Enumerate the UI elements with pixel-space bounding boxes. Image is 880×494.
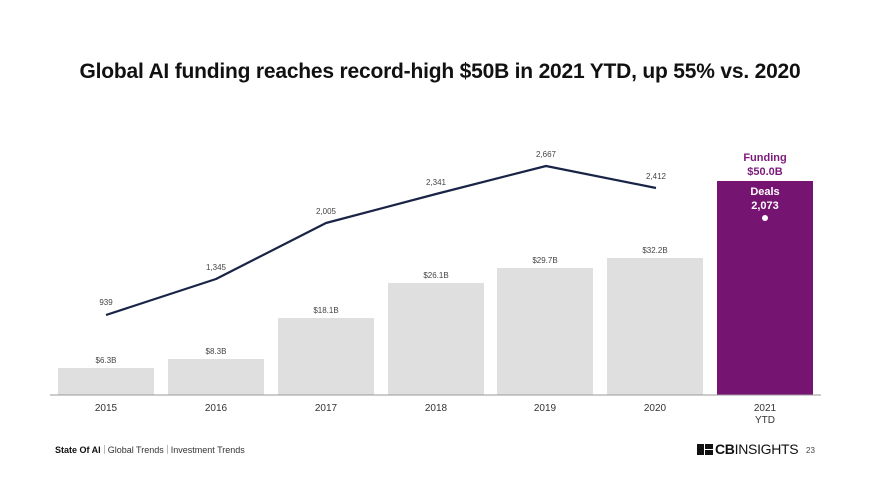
deal-count-label: 2,341 (426, 178, 447, 187)
bar-value-label: $29.7B (532, 256, 557, 265)
bar-value-label: $32.2B (642, 246, 667, 255)
bar-2017 (278, 318, 374, 395)
deals-highlight-value: 2,073 (751, 200, 779, 212)
footer-breadcrumb: State Of AI Global Trends Investment Trend… (55, 445, 245, 455)
funding-highlight-label: Funding (743, 152, 786, 164)
deal-count-label: 939 (99, 298, 113, 307)
bar-2020 (607, 258, 703, 395)
cb-insights-logo: CBINSIGHTS (697, 441, 799, 457)
bar-2018 (388, 283, 484, 395)
footer-section: State Of AI (55, 445, 101, 455)
bar-2016 (168, 359, 264, 395)
deal-count-label: 1,345 (206, 263, 227, 272)
footer-crumb: Investment Trends (170, 445, 245, 455)
x-tick-label: 2020 (644, 403, 667, 414)
deal-count-label: 2,412 (646, 172, 667, 181)
x-tick-label: YTD (755, 415, 775, 426)
bar-value-label: $18.1B (313, 306, 338, 315)
bar-2019 (497, 268, 593, 395)
divider (166, 445, 168, 454)
bar-value-label: $26.1B (423, 271, 448, 280)
x-tick-label: 2021 (754, 403, 777, 414)
deal-count-label: 2,667 (536, 150, 557, 159)
cb-logo-icon (697, 443, 713, 455)
x-tick-label: 2015 (95, 403, 118, 414)
divider (103, 445, 105, 454)
footer-crumb: Global Trends (107, 445, 164, 455)
funding-highlight-value: $50.0B (747, 166, 783, 178)
deals-highlight-label: Deals (750, 186, 779, 198)
bar-2021-ytd (717, 181, 813, 395)
x-tick-label: 2019 (534, 403, 557, 414)
logo-text: INSIGHTS (734, 441, 799, 457)
bar-value-label: $6.3B (96, 356, 117, 365)
bar-value-label: $8.3B (206, 347, 227, 356)
logo-text-bold: CB (715, 441, 735, 457)
x-tick-label: 2016 (205, 403, 228, 414)
chart-title: Global AI funding reaches record-high $5… (79, 60, 801, 83)
deal-count-label: 2,005 (316, 207, 337, 216)
x-tick-label: 2018 (425, 403, 448, 414)
x-tick-label: 2017 (315, 403, 338, 414)
page-number: 23 (806, 446, 815, 455)
bar-2015 (58, 368, 154, 395)
deals-line (105, 164, 657, 317)
deals-2021-point (762, 215, 768, 221)
